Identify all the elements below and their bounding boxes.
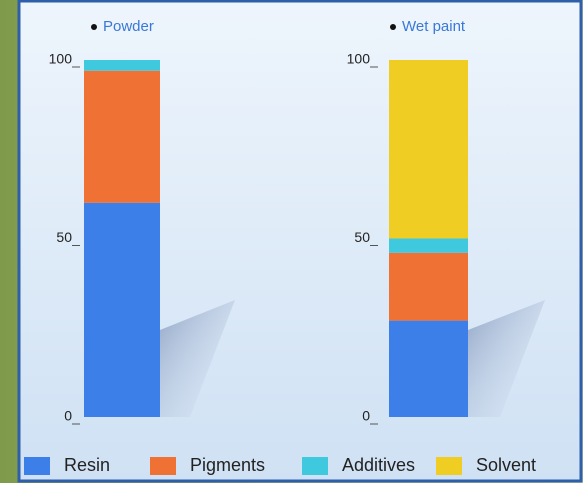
shadow [468,300,545,417]
bar-segment [84,202,160,417]
chart-title: Powder [103,18,154,35]
y-tick-label: 100 [347,51,371,67]
title-bullet [390,24,396,30]
legend: Resin Pigments Additives Solvent [24,455,536,475]
chart-title: Wet paint [402,18,466,35]
bar-segment [389,252,468,321]
y-tick-label: 0 [64,408,72,424]
bar-segment [84,60,160,71]
legend-swatch [24,457,50,475]
y-tick-label: 50 [354,229,370,245]
legend-swatch [150,457,176,475]
legend-swatch [436,457,462,475]
y-tick-label: 50 [56,229,72,245]
bar-segment [389,320,468,417]
title-bullet [91,24,97,30]
legend-label: Additives [342,455,415,475]
legend-swatch [302,457,328,475]
legend-label: Solvent [476,455,536,475]
legend-label: Pigments [190,455,265,475]
bar-segment [84,70,160,203]
y-tick-label: 0 [362,408,370,424]
charts: Powder 0 50 100 Wet paint 0 50 100 [49,18,468,425]
shadow [160,300,235,417]
bar-segment [389,60,468,239]
bar-segment [389,238,468,253]
legend-label: Resin [64,455,110,475]
y-tick-label: 100 [49,51,73,67]
